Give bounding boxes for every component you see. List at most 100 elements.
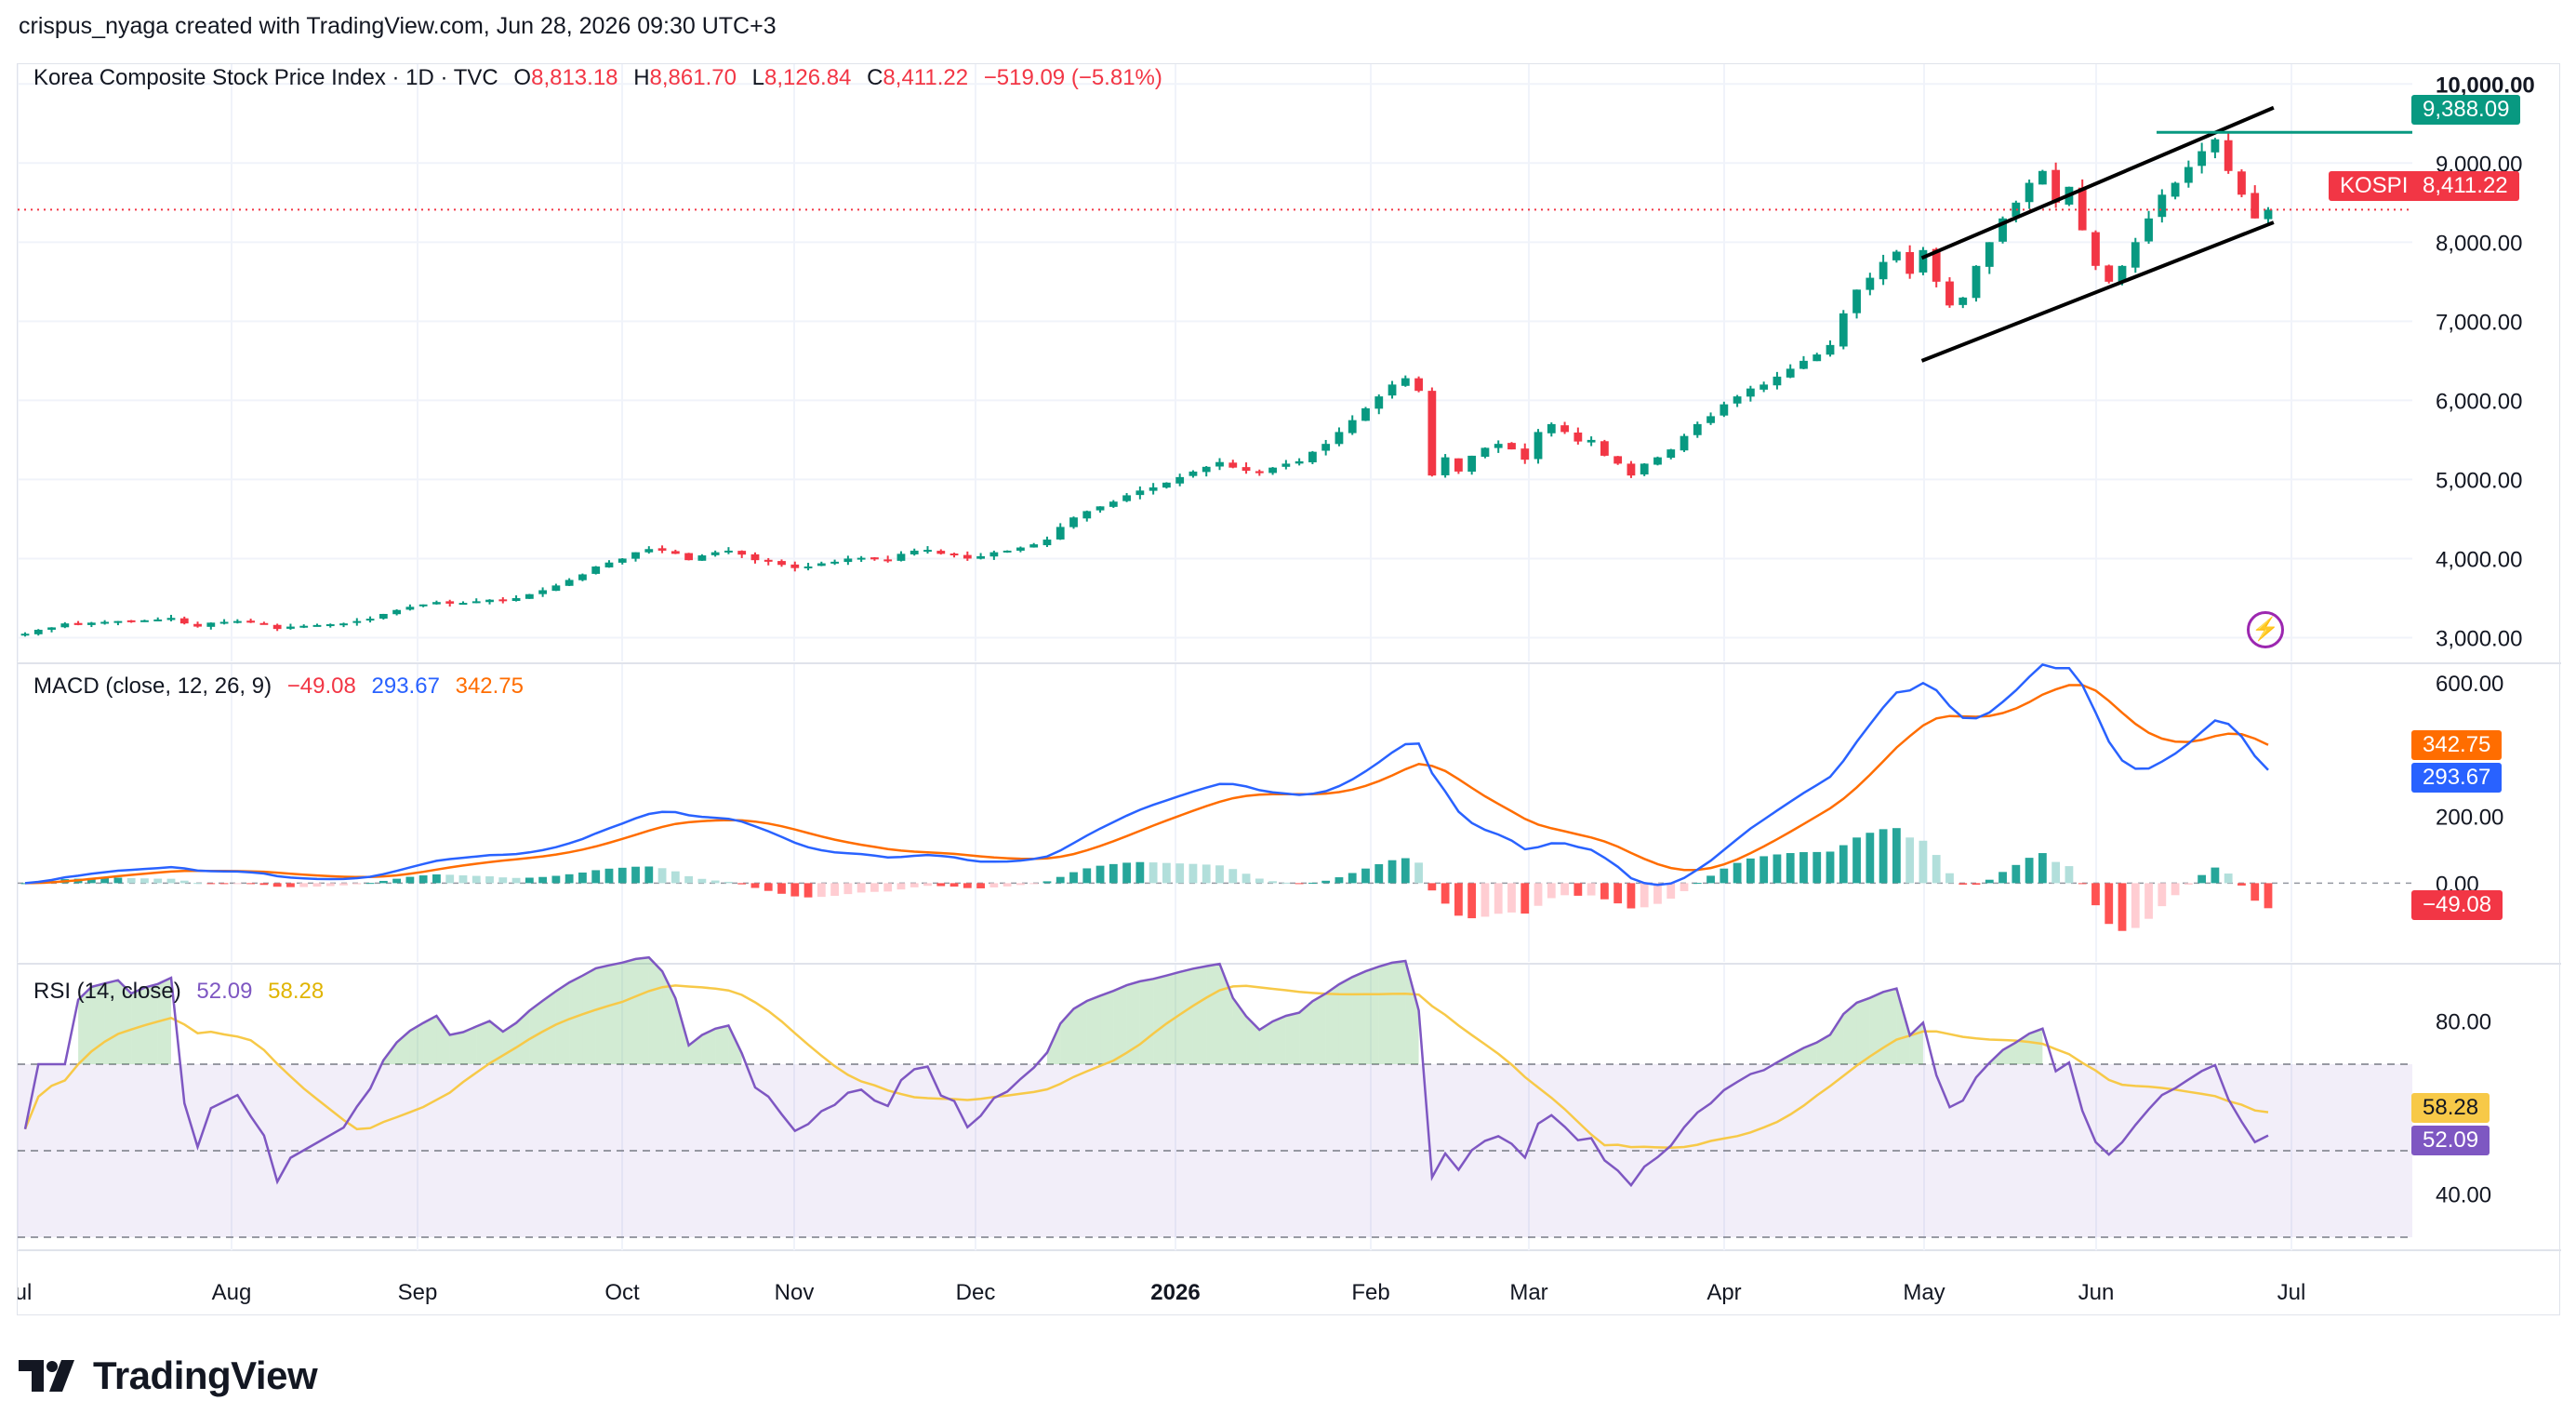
symbol-title[interactable]: Korea Composite Stock Price Index · 1D ·… bbox=[33, 65, 498, 90]
macd-histogram-bar bbox=[498, 877, 508, 884]
macd-histogram-bar bbox=[179, 880, 189, 884]
candle-body bbox=[1029, 544, 1039, 548]
macd-histogram-bar bbox=[1746, 858, 1755, 884]
ohlc-high: H8,861.70 bbox=[633, 65, 737, 90]
candle-body bbox=[870, 557, 879, 560]
macd-histogram-bar bbox=[1998, 872, 2007, 884]
macd-histogram-bar bbox=[1600, 883, 1609, 900]
time-tick-label: Sep bbox=[398, 1280, 438, 1305]
candle-body bbox=[2038, 170, 2047, 185]
rsi-overbought-fill bbox=[396, 1031, 410, 1064]
macd-histogram-bar bbox=[312, 883, 322, 887]
rsi-overbought-fill bbox=[2002, 1042, 2016, 1064]
macd-histogram-bar bbox=[140, 878, 149, 884]
macd-histogram-bar bbox=[1056, 876, 1065, 884]
time-tick-label: Feb bbox=[1351, 1280, 1389, 1305]
macd-histogram-bar bbox=[1932, 855, 1941, 884]
rsi-overbought-fill bbox=[715, 1025, 729, 1064]
rsi-overbought-fill bbox=[1285, 1012, 1300, 1064]
macd-histogram-bar bbox=[418, 875, 428, 884]
macd-histogram-bar bbox=[325, 883, 335, 887]
macd-histogram-bar bbox=[1919, 840, 1928, 884]
candle-body bbox=[2105, 265, 2114, 282]
candle-body bbox=[989, 552, 999, 557]
candle-body bbox=[1388, 384, 1397, 396]
candle-body bbox=[392, 609, 402, 615]
macd-histogram-bar bbox=[2065, 866, 2074, 884]
rsi-overbought-fill bbox=[1086, 995, 1101, 1064]
rsi-overbought-fill bbox=[675, 998, 689, 1064]
rsi-overbought-fill bbox=[1896, 988, 1910, 1064]
macd-histogram-bar bbox=[976, 883, 985, 888]
candle-body bbox=[2224, 140, 2233, 171]
macd-histogram-bar bbox=[1321, 880, 1331, 884]
macd-histogram-bar bbox=[1388, 860, 1397, 884]
candle-body bbox=[1826, 344, 1835, 355]
macd-histogram-bar bbox=[2118, 883, 2127, 931]
macd-histogram-bar bbox=[193, 883, 202, 885]
rsi-overbought-fill bbox=[157, 978, 171, 1064]
candle-body bbox=[1653, 457, 1662, 465]
candle-body bbox=[2012, 202, 2021, 217]
last-price-tag: 8,411.22 bbox=[2411, 171, 2519, 201]
candle-body bbox=[1666, 449, 1676, 459]
macd-histogram-bar bbox=[1680, 883, 1689, 891]
time-tick-label: Dec bbox=[956, 1280, 996, 1305]
rsi-overbought-fill bbox=[1113, 985, 1127, 1064]
macd-signal-value: 342.75 bbox=[455, 673, 524, 699]
macd-histogram-bar bbox=[1613, 883, 1623, 904]
candle-body bbox=[1255, 471, 1264, 473]
macd-histogram-bar bbox=[20, 883, 30, 885]
candle-body bbox=[1268, 467, 1277, 473]
rsi-overbought-fill bbox=[662, 971, 676, 1064]
rsi-title[interactable]: RSI (14, close) bbox=[33, 979, 181, 1004]
candle-body bbox=[47, 627, 56, 630]
rsi-overbought-fill bbox=[1060, 1008, 1074, 1064]
candle-body bbox=[1281, 463, 1291, 467]
macd-histogram-bar bbox=[1866, 833, 1875, 884]
candle-body bbox=[1852, 289, 1861, 313]
candle-body bbox=[1414, 378, 1423, 392]
macd-histogram-bar bbox=[936, 883, 946, 887]
macd-signal-tag: 342.75 bbox=[2411, 730, 2503, 760]
macd-hist-tag: −49.08 bbox=[2411, 890, 2503, 920]
rsi-overbought-fill bbox=[1046, 1023, 1061, 1064]
ohlc-close: C8,411.22 bbox=[867, 65, 969, 90]
candle-body bbox=[1003, 550, 1012, 553]
macd-histogram-bar bbox=[2198, 874, 2207, 884]
macd-histogram-bar bbox=[2131, 883, 2140, 928]
macd-histogram-bar bbox=[1720, 868, 1729, 884]
candle-body bbox=[750, 553, 760, 561]
macd-histogram-bar bbox=[697, 878, 707, 884]
macd-histogram-bar bbox=[1414, 862, 1423, 884]
macd-histogram-bar bbox=[870, 883, 879, 892]
candle-body bbox=[206, 622, 216, 627]
macd-histogram-bar bbox=[392, 878, 402, 884]
lightning-icon[interactable]: ⚡ bbox=[2247, 611, 2284, 648]
candle-body bbox=[1720, 404, 1729, 416]
candle-body bbox=[100, 621, 110, 624]
macd-histogram-bar bbox=[1892, 828, 1901, 884]
macd-histogram-bar bbox=[1494, 883, 1503, 914]
macd-histogram-bar bbox=[1547, 883, 1556, 899]
candle-body bbox=[1494, 444, 1503, 448]
macd-histogram-bar bbox=[896, 883, 906, 890]
ohlc-low: L8,126.84 bbox=[751, 65, 852, 90]
candle-body bbox=[339, 623, 348, 626]
price-tick-label: 6,000.00 bbox=[2436, 389, 2522, 414]
rsi-overbought-fill bbox=[1816, 1034, 1831, 1064]
macd-histogram-bar bbox=[1029, 883, 1039, 885]
macd-histogram-bar bbox=[232, 883, 242, 885]
rsi-overbought-fill bbox=[78, 986, 92, 1064]
macd-title[interactable]: MACD (close, 12, 26, 9) bbox=[33, 673, 272, 699]
macd-signal-line bbox=[24, 684, 2269, 885]
candle-body bbox=[896, 553, 906, 561]
chart-canvas[interactable]: 10,000.009,000.008,000.007,000.006,000.0… bbox=[18, 64, 2561, 1316]
macd-histogram-bar bbox=[365, 883, 375, 885]
rsi-overbought-fill bbox=[1100, 991, 1114, 1064]
time-tick-label: Nov bbox=[775, 1280, 815, 1305]
rsi-line bbox=[23, 955, 2269, 1188]
candle-body bbox=[1242, 467, 1251, 472]
candle-body bbox=[1786, 368, 1795, 378]
candle-body bbox=[1162, 482, 1171, 488]
